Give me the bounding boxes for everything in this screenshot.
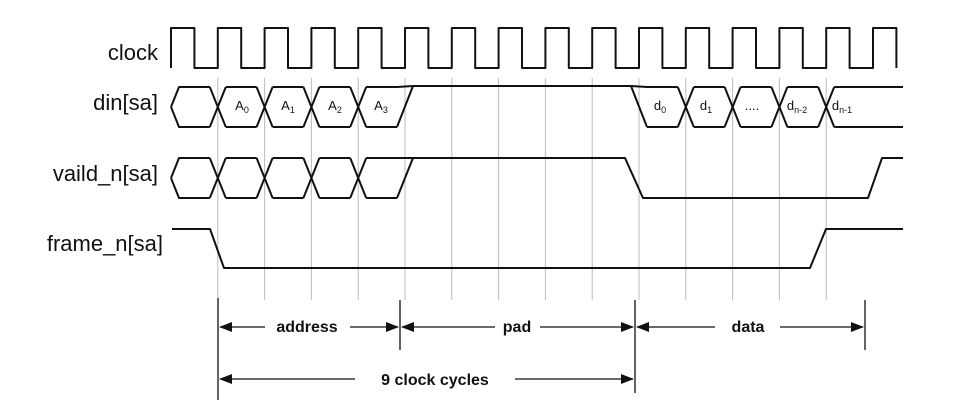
valid-cell-edges	[272, 157, 304, 199]
din-crossing	[676, 86, 695, 128]
din-cell-edges	[740, 86, 772, 128]
din-cell-edges	[272, 86, 304, 128]
signal-label-din: din[sa]	[93, 90, 158, 115]
valid-level-line	[396, 157, 903, 199]
signal-label-clock: clock	[108, 40, 159, 65]
valid-bus-start	[170, 157, 210, 199]
din-cell-labels: A0 A1 A2 A3 d0 d1 .... dn-2 dn-1	[235, 98, 852, 115]
din-pad-line	[396, 85, 648, 128]
pad-arrow-right	[621, 322, 634, 332]
din-crossing	[723, 86, 742, 128]
din-crossing	[349, 86, 368, 128]
valid-crossing	[255, 157, 274, 199]
din-cell-edges	[366, 86, 397, 128]
din-cell-dn1: dn-1	[832, 98, 852, 115]
din-cell-a3: A3	[374, 98, 388, 115]
clock-grid-lines	[217, 78, 827, 300]
din-crossing	[255, 86, 274, 128]
span-label-pad: pad	[503, 319, 531, 336]
din-bus-bottom-edge	[170, 106, 210, 128]
din-bus-top-edge	[170, 86, 210, 108]
total-arrow-right	[621, 374, 634, 384]
din-cell-ellipsis: ....	[745, 98, 759, 113]
clock-waveform	[170, 27, 898, 69]
valid-cell-edges	[319, 157, 351, 199]
din-cell-edges	[834, 86, 903, 128]
signal-label-frame: frame_n[sa]	[47, 231, 163, 256]
address-arrow-left	[219, 322, 232, 332]
din-cell-d0: d0	[654, 98, 666, 115]
frame-waveform	[172, 228, 903, 269]
din-cell-a0: A0	[235, 98, 249, 115]
valid-crossing	[302, 157, 321, 199]
span-label-data: data	[732, 319, 765, 336]
din-crossing	[770, 86, 789, 128]
valid-crossing	[208, 157, 227, 199]
address-arrow-right	[386, 322, 399, 332]
dimension-lines: address pad data 9 clock cycles	[217, 298, 866, 400]
din-pad-entry	[396, 85, 414, 128]
din-pad-exit	[630, 85, 648, 88]
din-cell-a1: A1	[281, 98, 295, 115]
din-crossing	[302, 86, 321, 128]
valid-crossing	[349, 157, 368, 199]
din-cell-dn2: dn-2	[787, 98, 807, 115]
din-cell-edges	[787, 86, 819, 128]
din-crossing	[208, 86, 227, 128]
din-cell-d1: d1	[700, 98, 712, 115]
span-label-address: address	[276, 319, 337, 336]
valid-cell-edges	[366, 157, 397, 199]
signal-label-valid: vaild_n[sa]	[53, 161, 158, 186]
valid-cell-edges	[225, 157, 257, 199]
total-arrow-left	[219, 374, 232, 384]
span-label-total: 9 clock cycles	[381, 372, 489, 389]
data-arrow-right	[851, 322, 864, 332]
valid-waveform	[170, 157, 903, 199]
din-cell-edges	[225, 86, 257, 128]
din-crossing	[817, 86, 836, 128]
pad-arrow-left	[401, 322, 414, 332]
din-cell-edges	[693, 86, 725, 128]
din-cell-edges	[319, 86, 351, 128]
din-waveform	[170, 85, 903, 128]
din-cell-a2: A2	[328, 98, 342, 115]
din-cell-edges	[647, 86, 678, 128]
data-arrow-left	[636, 322, 649, 332]
